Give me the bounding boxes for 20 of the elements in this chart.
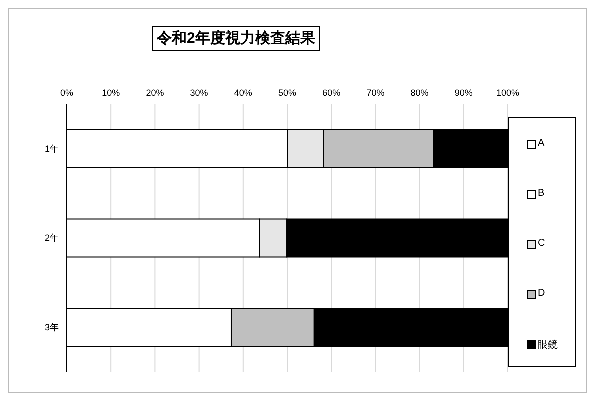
x-tick-label: 80% [410, 88, 429, 98]
y-tick-label: 2年 [44, 233, 59, 244]
legend-label: 眼鏡 [538, 338, 558, 352]
x-tick-label: 100% [496, 88, 520, 98]
x-tick-label: 90% [454, 88, 473, 98]
y-tick-label: 3年 [44, 322, 59, 333]
x-tick-label: 40% [234, 88, 252, 98]
x-tick-label: 10% [102, 88, 120, 98]
x-tick-label: 20% [146, 88, 164, 98]
x-tick-label: 50% [278, 88, 297, 98]
legend-label: B [538, 188, 545, 199]
legend-label: C [538, 238, 546, 249]
legend-label: A [538, 138, 545, 149]
x-tick-label: 70% [366, 88, 385, 98]
x-tick-label: 60% [322, 88, 341, 98]
x-tick-label: 0% [60, 88, 74, 98]
y-tick-label: 1年 [44, 144, 59, 154]
legend-label: D [538, 288, 546, 299]
chart-title: 令和2年度視力検査結果 [152, 26, 320, 51]
x-tick-label: 30% [190, 88, 208, 98]
